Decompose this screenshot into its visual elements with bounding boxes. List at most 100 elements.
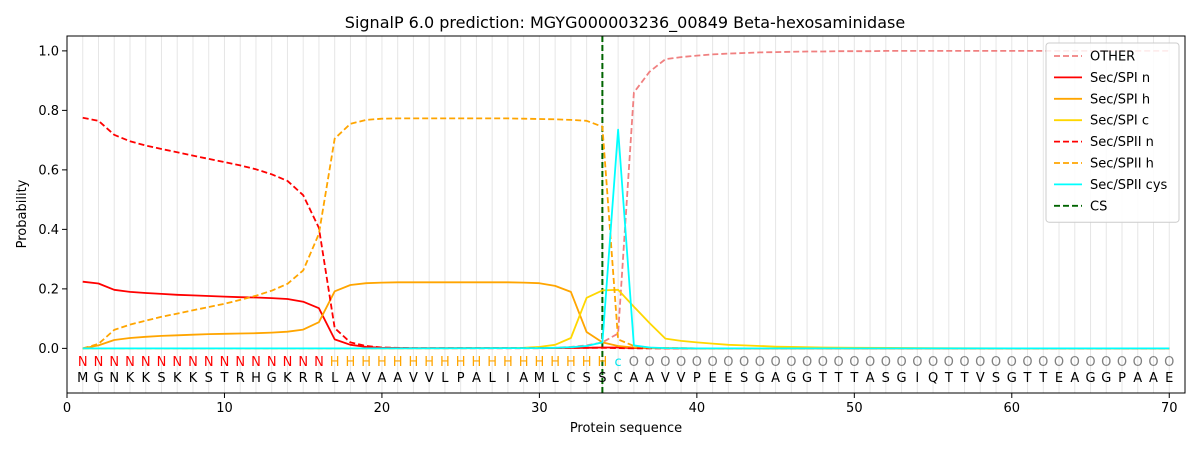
residue-label: A <box>866 371 875 386</box>
region-label: O <box>1022 355 1032 370</box>
region-label: H <box>519 355 529 370</box>
region-label: O <box>692 355 702 370</box>
y-axis-title: Probability <box>15 179 30 248</box>
residue-label: V <box>409 371 418 386</box>
region-label: O <box>1133 355 1143 370</box>
residue-label: A <box>771 371 780 386</box>
residue-label: A <box>393 371 402 386</box>
region-label: O <box>786 355 796 370</box>
region-label: N <box>267 355 277 370</box>
region-label: H <box>566 355 576 370</box>
residue-label: V <box>425 371 434 386</box>
legend-label: Sec/SPI c <box>1090 114 1149 129</box>
residue-label: T <box>849 371 858 386</box>
residue-label: V <box>976 371 985 386</box>
residue-label: C <box>614 371 623 386</box>
series-lines <box>82 50 1170 350</box>
series-line-sec-spii-cys <box>82 128 1170 350</box>
residue-label: G <box>93 371 103 386</box>
residue-label: T <box>944 371 953 386</box>
residue-label: G <box>786 371 796 386</box>
sequence-annotation: NMNGNNNKNKNSNKNKNSNTNRNHNGNKNRNRHLHAHVHA… <box>77 355 1174 386</box>
series-line-sec-spi-n <box>82 280 1170 350</box>
region-label: O <box>928 355 938 370</box>
residue-label: A <box>1070 371 1079 386</box>
residue-label: L <box>489 371 497 386</box>
region-label: O <box>723 355 733 370</box>
residue-label: K <box>141 371 150 386</box>
region-label: O <box>991 355 1001 370</box>
residue-label: S <box>598 371 606 386</box>
legend-label: Sec/SPII h <box>1090 157 1154 172</box>
residue-label: A <box>1133 371 1142 386</box>
residue-label: Q <box>928 371 938 386</box>
residue-label: V <box>661 371 670 386</box>
residue-label: R <box>299 371 308 386</box>
x-axis: 0 10 20 30 40 50 60 70 <box>63 393 1178 416</box>
residue-label: T <box>960 371 969 386</box>
region-label: O <box>645 355 655 370</box>
x-tick-label: 50 <box>846 401 863 416</box>
region-label: H <box>377 355 387 370</box>
y-tick-label: 0.6 <box>38 163 59 178</box>
y-tick-label: 0.8 <box>38 104 59 119</box>
residue-label: G <box>267 371 277 386</box>
region-label: N <box>125 355 135 370</box>
region-label: O <box>739 355 749 370</box>
residue-label: V <box>677 371 686 386</box>
region-label: O <box>1038 355 1048 370</box>
region-label: O <box>975 355 985 370</box>
region-label: H <box>472 355 482 370</box>
residue-label: G <box>755 371 765 386</box>
plot-frame <box>66 35 1186 394</box>
residue-label: R <box>236 371 245 386</box>
residue-label: K <box>126 371 135 386</box>
residue-label: M <box>77 371 88 386</box>
residue-label: G <box>1085 371 1095 386</box>
region-label: O <box>802 355 812 370</box>
x-tick-label: 20 <box>374 401 391 416</box>
residue-label: T <box>1023 371 1032 386</box>
region-label: H <box>487 355 497 370</box>
residue-label: K <box>173 371 182 386</box>
residue-label: K <box>283 371 292 386</box>
grid-lines <box>82 36 1170 393</box>
legend-label: Sec/SPII cys <box>1090 178 1168 193</box>
x-tick-label: 30 <box>531 401 548 416</box>
residue-label: L <box>552 371 560 386</box>
residue-label: G <box>897 371 907 386</box>
residue-label: K <box>189 371 198 386</box>
residue-label: A <box>1149 371 1158 386</box>
residue-label: S <box>157 371 165 386</box>
region-label: O <box>755 355 765 370</box>
residue-label: G <box>1101 371 1111 386</box>
residue-label: A <box>346 371 355 386</box>
region-label: O <box>1085 355 1095 370</box>
x-tick-label: 60 <box>1004 401 1021 416</box>
residue-label: M <box>534 371 545 386</box>
region-label: O <box>881 355 891 370</box>
region-label: O <box>944 355 954 370</box>
region-label: N <box>220 355 230 370</box>
region-label: N <box>283 355 293 370</box>
residue-label: E <box>1055 371 1063 386</box>
legend: OTHER Sec/SPI n Sec/SPI h Sec/SPI c Sec/SPII… <box>1045 42 1180 223</box>
residue-label: G <box>1007 371 1017 386</box>
region-label: N <box>141 355 151 370</box>
region-label: O <box>1148 355 1158 370</box>
residue-label: I <box>506 371 510 386</box>
residue-label: I <box>915 371 919 386</box>
residue-label: S <box>992 371 1000 386</box>
residue-label: S <box>882 371 890 386</box>
region-label: H <box>597 355 607 370</box>
region-label: N <box>172 355 182 370</box>
residue-label: P <box>1118 371 1126 386</box>
series-line-sec-spii-n <box>82 116 1170 350</box>
region-label: N <box>235 355 245 370</box>
region-label: N <box>204 355 214 370</box>
region-label: H <box>456 355 466 370</box>
residue-label: T <box>818 371 827 386</box>
region-label: N <box>94 355 104 370</box>
region-label: N <box>298 355 308 370</box>
